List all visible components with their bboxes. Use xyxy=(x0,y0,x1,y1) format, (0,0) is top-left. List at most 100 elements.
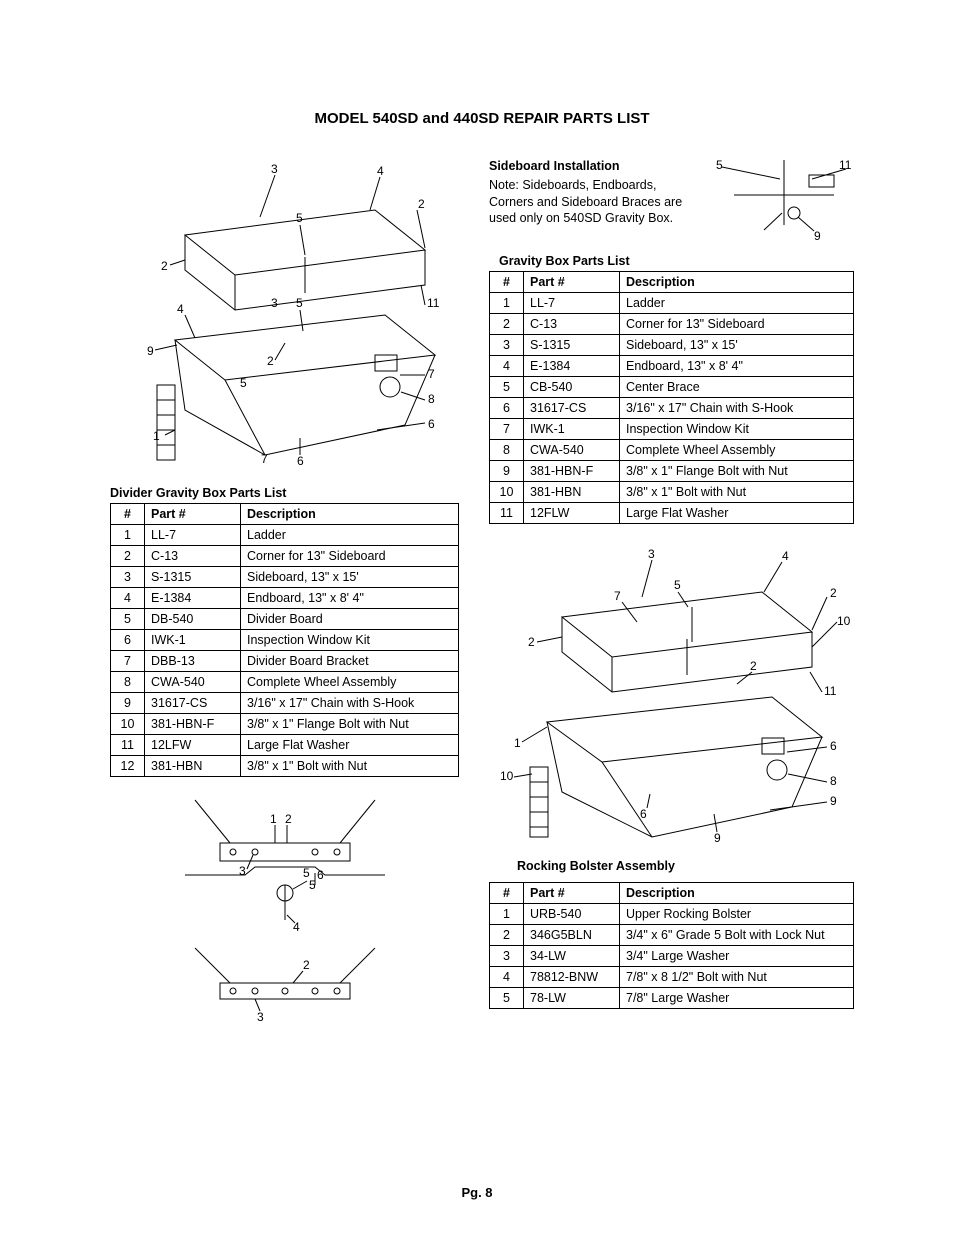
cell-part: IWK-1 xyxy=(524,419,620,440)
sideboard-note: Note: Sideboards, Endboards, Corners and… xyxy=(489,177,704,226)
divider-parts-table: # Part # Description 1LL-7Ladder2C-13Cor… xyxy=(110,503,459,777)
svg-text:3: 3 xyxy=(648,547,655,561)
table-row: 4E-1384Endboard, 13" x 8' 4" xyxy=(490,356,854,377)
table-row: 10381-HBN-F3/8" x 1" Flange Bolt with Nu… xyxy=(111,714,459,735)
cell-desc: 3/8" x 1" Bolt with Nut xyxy=(620,482,854,503)
table-row: 1LL-7Ladder xyxy=(111,525,459,546)
cell-part: 78812-BNW xyxy=(524,967,620,988)
svg-text:11: 11 xyxy=(839,158,852,172)
cell-desc: Sideboard, 13" x 15' xyxy=(620,335,854,356)
table-row: 1112FLWLarge Flat Washer xyxy=(490,503,854,524)
cell-num: 9 xyxy=(111,693,145,714)
svg-text:2: 2 xyxy=(161,259,168,273)
page-number: Pg. 8 xyxy=(0,1185,954,1200)
cell-part: LL-7 xyxy=(145,525,241,546)
cell-num: 5 xyxy=(490,377,524,398)
svg-text:3: 3 xyxy=(239,864,246,878)
table-row: 5DB-540Divider Board xyxy=(111,609,459,630)
cell-num: 8 xyxy=(111,672,145,693)
cell-part: E-1384 xyxy=(524,356,620,377)
two-column-layout: 3 4 2 2 5 3 11 4 9 5 2 5 7 8 6 xyxy=(110,155,854,1027)
cell-desc: Complete Wheel Assembly xyxy=(620,440,854,461)
svg-text:6: 6 xyxy=(297,454,304,465)
cell-part: IWK-1 xyxy=(145,630,241,651)
cell-desc: Large Flat Washer xyxy=(620,503,854,524)
cell-desc: Ladder xyxy=(620,293,854,314)
cell-num: 1 xyxy=(111,525,145,546)
table-row: 5CB-540Center Brace xyxy=(490,377,854,398)
col-num: # xyxy=(490,272,524,293)
table-row: 2C-13Corner for 13" Sideboard xyxy=(490,314,854,335)
col-desc: Description xyxy=(620,883,854,904)
page: MODEL 540SD and 440SD REPAIR PARTS LIST xyxy=(0,0,954,1235)
cell-num: 1 xyxy=(490,293,524,314)
svg-text:10: 10 xyxy=(500,769,514,783)
cell-num: 4 xyxy=(490,356,524,377)
sideboard-detail-diagram: 5 11 9 xyxy=(714,155,854,245)
table-row: 334-LW3/4" Large Washer xyxy=(490,946,854,967)
svg-text:6: 6 xyxy=(640,807,647,821)
rocking-table-title: Rocking Bolster Assembly xyxy=(517,859,854,873)
cell-part: 381-HBN xyxy=(524,482,620,503)
cell-part: 381-HBN-F xyxy=(524,461,620,482)
svg-text:7: 7 xyxy=(261,452,268,465)
cell-part: 381-HBN-F xyxy=(145,714,241,735)
cell-num: 8 xyxy=(490,440,524,461)
cell-part: S-1315 xyxy=(524,335,620,356)
cell-desc: Center Brace xyxy=(620,377,854,398)
svg-text:5: 5 xyxy=(716,158,723,172)
cell-num: 2 xyxy=(490,925,524,946)
divider-box-diagram: 3 4 2 10 2 5 7 2 11 1 10 6 8 9 6 xyxy=(489,542,854,842)
svg-text:2: 2 xyxy=(830,586,837,600)
svg-text:2: 2 xyxy=(285,812,292,826)
table-row: 578-LW7/8" Large Washer xyxy=(490,988,854,1009)
svg-text:4: 4 xyxy=(177,302,184,316)
cell-part: LL-7 xyxy=(524,293,620,314)
cell-num: 7 xyxy=(490,419,524,440)
cell-num: 6 xyxy=(490,398,524,419)
table-row: 4E-1384Endboard, 13" x 8' 4" xyxy=(111,588,459,609)
cell-num: 7 xyxy=(111,651,145,672)
cell-num: 2 xyxy=(111,546,145,567)
table-row: 1URB-540Upper Rocking Bolster xyxy=(490,904,854,925)
table-row: 9381-HBN-F3/8" x 1" Flange Bolt with Nut xyxy=(490,461,854,482)
cell-num: 11 xyxy=(490,503,524,524)
cell-desc: Divider Board Bracket xyxy=(241,651,459,672)
svg-text:10: 10 xyxy=(837,614,851,628)
cell-desc: 7/8" Large Washer xyxy=(620,988,854,1009)
cell-desc: Divider Board xyxy=(241,609,459,630)
cell-desc: Large Flat Washer xyxy=(241,735,459,756)
svg-text:5: 5 xyxy=(296,296,303,310)
cell-part: 381-HBN xyxy=(145,756,241,777)
cell-num: 3 xyxy=(490,946,524,967)
cell-desc: 3/16" x 17" Chain with S-Hook xyxy=(620,398,854,419)
svg-text:1: 1 xyxy=(514,736,521,750)
svg-text:2: 2 xyxy=(528,635,535,649)
cell-desc: Endboard, 13" x 8' 4" xyxy=(620,356,854,377)
cell-part: 12LFW xyxy=(145,735,241,756)
cell-desc: Inspection Window Kit xyxy=(241,630,459,651)
svg-text:2: 2 xyxy=(750,659,757,673)
svg-text:8: 8 xyxy=(830,774,837,788)
cell-num: 2 xyxy=(490,314,524,335)
svg-text:1: 1 xyxy=(153,429,160,443)
col-part: Part # xyxy=(145,504,241,525)
cell-num: 10 xyxy=(111,714,145,735)
sideboard-heading: Sideboard Installation xyxy=(489,158,704,174)
cell-part: 12FLW xyxy=(524,503,620,524)
divider-table-title: Divider Gravity Box Parts List xyxy=(110,486,459,500)
svg-text:9: 9 xyxy=(147,344,154,358)
cell-part: CWA-540 xyxy=(145,672,241,693)
table-row: 3S-1315Sideboard, 13" x 15' xyxy=(490,335,854,356)
svg-text:5: 5 xyxy=(309,878,316,892)
cell-num: 3 xyxy=(111,567,145,588)
cell-part: DB-540 xyxy=(145,609,241,630)
cell-num: 9 xyxy=(490,461,524,482)
cell-desc: Sideboard, 13" x 15' xyxy=(241,567,459,588)
svg-text:6: 6 xyxy=(317,868,324,882)
cell-part: 34-LW xyxy=(524,946,620,967)
gravity-box-diagram: 3 4 2 2 5 3 11 4 9 5 2 5 7 8 6 xyxy=(110,155,459,465)
table-row: 8CWA-540Complete Wheel Assembly xyxy=(490,440,854,461)
col-num: # xyxy=(111,504,145,525)
col-part: Part # xyxy=(524,883,620,904)
